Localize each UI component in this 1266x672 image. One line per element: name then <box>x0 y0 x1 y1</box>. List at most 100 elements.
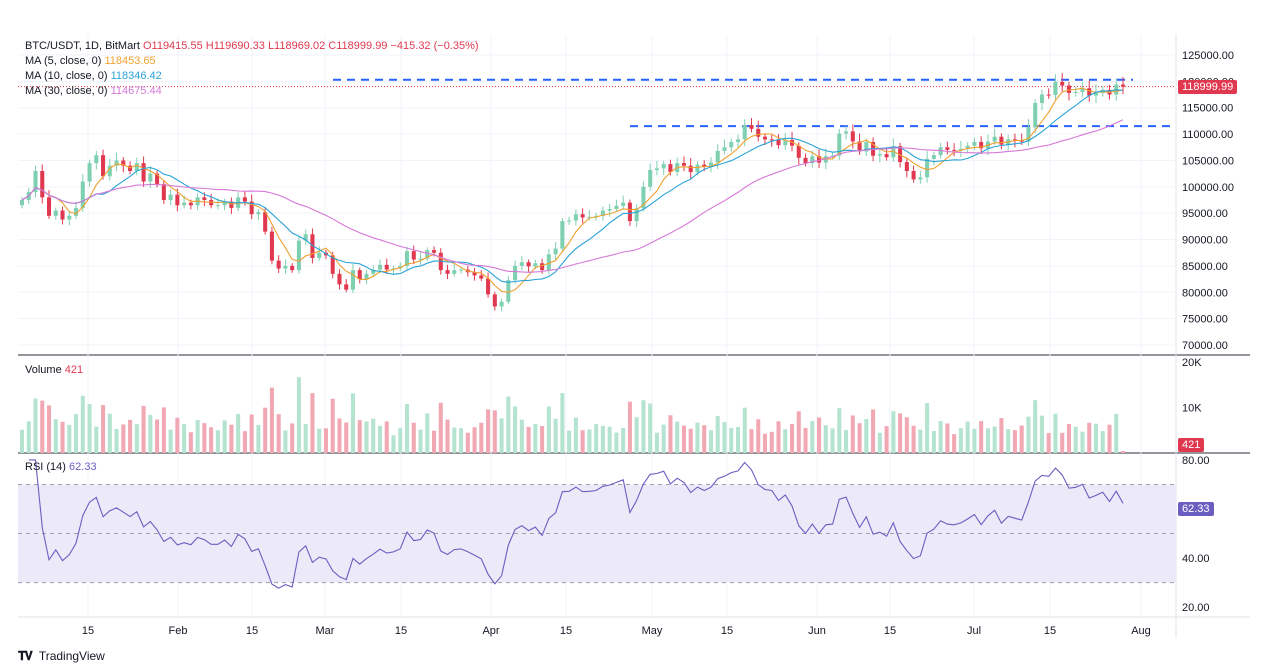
volume-bar <box>276 414 281 453</box>
volume-bar <box>1039 415 1044 453</box>
volume-bar <box>229 424 234 453</box>
candle-body <box>600 210 605 216</box>
candle-body <box>249 201 254 215</box>
volume-bar <box>317 428 322 453</box>
volume-bar <box>141 405 146 453</box>
candle-body <box>114 160 119 166</box>
ma30-line <box>21 119 1124 273</box>
candle-body <box>789 139 795 146</box>
volume-bar <box>269 387 274 453</box>
candle-body <box>708 162 713 167</box>
candle-body <box>40 171 45 198</box>
candle-body <box>371 269 376 274</box>
candle-body <box>1026 127 1031 142</box>
volume-tag: 421 <box>1178 438 1205 452</box>
ma30-legend[interactable]: MA (30, close, 0) 114675.44 <box>25 84 162 99</box>
candle-body <box>1120 84 1126 87</box>
candle-body <box>188 202 193 206</box>
candle-body <box>148 173 153 182</box>
candle-body <box>229 201 234 208</box>
volume-bar <box>486 409 491 453</box>
rsi-tag: 62.33 <box>1178 502 1214 516</box>
volume-bar <box>567 430 572 453</box>
candle-body <box>911 171 916 180</box>
volume-bar <box>1046 433 1051 453</box>
volume-bar <box>708 430 713 453</box>
candle-body <box>533 263 538 267</box>
volume-bar <box>513 406 518 453</box>
candle-body <box>965 145 970 149</box>
ohlc-legend: BTC/USDT, 1D, BitMart O119415.55 H119690… <box>25 39 479 54</box>
volume-value: 421 <box>64 364 84 376</box>
volume-bar <box>1087 422 1092 453</box>
volume-bar <box>749 429 754 453</box>
candle-body <box>729 142 734 148</box>
volume-bar <box>594 424 599 453</box>
volume-tick-label: 20K <box>1182 357 1202 369</box>
candle-body <box>432 250 437 253</box>
candle-body <box>938 147 943 156</box>
rsi-legend[interactable]: RSI (14) 62.33 <box>25 460 97 475</box>
volume-bar <box>1073 426 1078 453</box>
time-tick-label: 15 <box>560 625 572 637</box>
volume-bar <box>202 423 207 453</box>
ma10-legend[interactable]: MA (10, close, 0) 118346.42 <box>25 69 162 84</box>
candle-body <box>925 158 930 178</box>
volume-bar <box>519 419 524 453</box>
footer: 𝐓𝐕 TradingView <box>18 649 105 664</box>
ma10-label: MA (10, close, 0) <box>25 70 108 82</box>
volume-bar <box>844 429 849 453</box>
volume-bar <box>242 431 247 453</box>
price-tick-label: 95000.00 <box>1182 208 1228 220</box>
volume-bar <box>904 417 909 453</box>
volume-bar <box>898 413 903 453</box>
volume-bar <box>641 400 646 453</box>
candle-body <box>904 162 909 171</box>
volume-bar <box>323 428 328 453</box>
volume-label: Volume <box>25 364 62 376</box>
volume-bar <box>702 425 707 453</box>
price-tick-label: 125000.00 <box>1182 50 1234 62</box>
candle-body <box>242 197 247 202</box>
volume-bar <box>290 423 295 453</box>
volume-bar <box>391 435 396 453</box>
volume-bar <box>445 419 450 453</box>
candle-body <box>567 220 572 222</box>
candle-body <box>222 201 227 206</box>
volume-bar <box>60 421 65 453</box>
volume-bar <box>817 417 822 453</box>
volume-bar <box>1026 416 1031 453</box>
candle-body <box>992 136 997 142</box>
candle-body <box>560 221 565 249</box>
candle-body <box>155 173 160 185</box>
candle-body <box>627 202 632 222</box>
volume-bar <box>1093 423 1099 453</box>
volume-bar <box>573 417 578 453</box>
candle-body <box>837 133 842 156</box>
candle-body <box>749 125 754 129</box>
candle-body <box>668 164 673 173</box>
time-tick-label: Aug <box>1131 625 1151 637</box>
rsi-tick-label: 40.00 <box>1182 553 1210 565</box>
candle-body <box>215 205 220 207</box>
candle-body <box>742 125 747 140</box>
volume-bar <box>33 398 38 453</box>
volume-bar <box>303 423 308 453</box>
candle-body <box>317 252 322 258</box>
candle-body <box>107 165 112 177</box>
candle-body <box>513 265 518 281</box>
candle-body <box>87 163 92 182</box>
volume-bar <box>945 423 950 453</box>
candle-body <box>783 139 788 146</box>
rsi-label: RSI (14) <box>25 461 66 473</box>
candle-body <box>67 215 72 220</box>
ma5-legend[interactable]: MA (5, close, 0) 118453.65 <box>25 54 156 69</box>
ma30-label: MA (30, close, 0) <box>25 85 108 97</box>
volume-bar <box>1066 423 1071 453</box>
candle-body <box>330 255 335 274</box>
price-tick-label: 80000.00 <box>1182 287 1228 299</box>
volume-bar <box>1060 432 1065 453</box>
volume-legend[interactable]: Volume 421 <box>25 363 83 378</box>
rsi-tick-label: 80.00 <box>1182 455 1210 467</box>
